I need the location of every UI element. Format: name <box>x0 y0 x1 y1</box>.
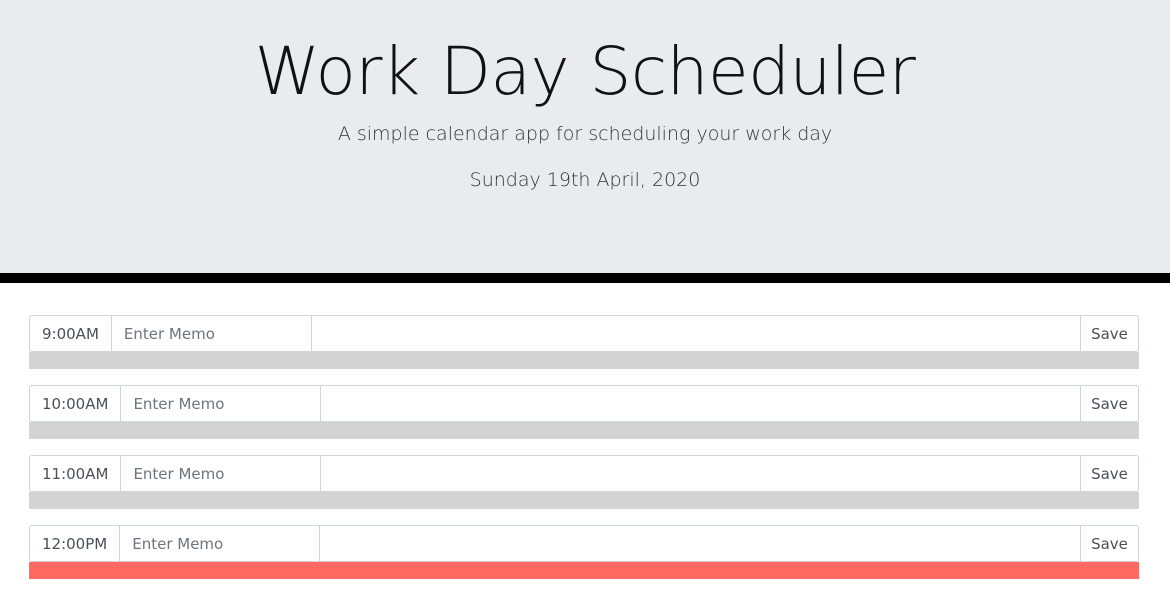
memo-spacer <box>321 455 1081 492</box>
memo-input[interactable] <box>120 525 321 562</box>
memo-input[interactable] <box>121 385 322 422</box>
save-button[interactable]: Save <box>1081 385 1139 422</box>
time-block-11am: 11:00AM Save <box>29 455 1139 509</box>
header-divider <box>0 273 1170 283</box>
current-date: Sunday 19th April, 2020 <box>469 169 701 191</box>
memo-spacer <box>321 385 1081 422</box>
save-button[interactable]: Save <box>1081 525 1139 562</box>
hour-label: 12:00PM <box>29 525 121 562</box>
page-title: Work Day Scheduler <box>254 33 916 110</box>
hour-label: 9:00AM <box>29 315 112 352</box>
save-button[interactable]: Save <box>1081 455 1139 492</box>
memo-input[interactable] <box>121 455 322 492</box>
time-block-10am: 10:00AM Save <box>29 385 1139 439</box>
save-button[interactable]: Save <box>1081 315 1139 352</box>
header: Work Day Scheduler A simple calendar app… <box>0 0 1170 273</box>
hour-label: 10:00AM <box>29 385 122 422</box>
schedule-container: 9:00AM Save 10:00AM Save 11:00AM Save 12… <box>29 315 1139 595</box>
memo-input[interactable] <box>111 315 312 352</box>
memo-spacer <box>320 525 1081 562</box>
hour-label: 11:00AM <box>29 455 122 492</box>
memo-spacer <box>311 315 1081 352</box>
time-block-9am: 9:00AM Save <box>29 315 1139 369</box>
time-block-12pm: 12:00PM Save <box>29 525 1139 579</box>
page-subtitle: A simple calendar app for scheduling you… <box>337 123 833 145</box>
